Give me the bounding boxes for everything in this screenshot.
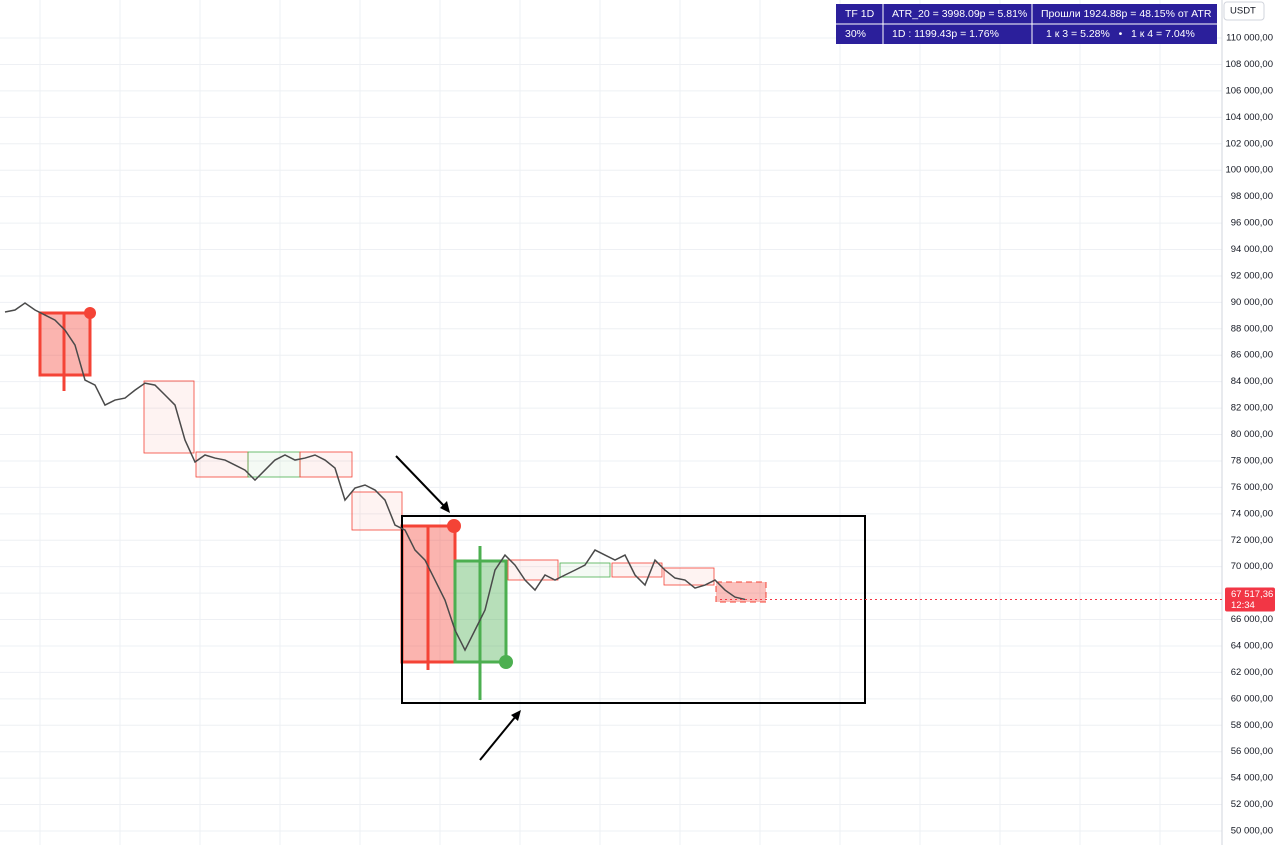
y-tick-label: 64 000,00	[1231, 640, 1273, 651]
last-price: 67 517,36	[1231, 589, 1273, 600]
y-tick-label: 106 000,00	[1225, 85, 1273, 96]
y-tick-label: 50 000,00	[1231, 826, 1273, 837]
info-table: TF 1D ATR_20 = 3998.09р = 5.81% Прошли 1…	[836, 4, 1217, 44]
table-cell: Прошли 1924.88р = 48.15% от ATR	[1041, 8, 1212, 20]
currency[interactable]: USDT	[1230, 6, 1256, 17]
y-tick-label: 82 000,00	[1231, 403, 1273, 414]
y-tick-label: 98 000,00	[1231, 191, 1273, 202]
y-tick-label: 56 000,00	[1231, 746, 1273, 757]
arrow	[479, 715, 517, 761]
y-tick-label: 74 000,00	[1231, 508, 1273, 519]
range-box	[611, 562, 663, 578]
arrow-head	[440, 501, 450, 513]
price-series	[4, 302, 1222, 652]
y-tick-label: 80 000,00	[1231, 429, 1273, 440]
y-tick-label: 110 000,00	[1226, 33, 1273, 44]
y-tick-label: 94 000,00	[1231, 244, 1273, 255]
y-tick-label: 96 000,00	[1231, 218, 1273, 229]
y-tick-label: 58 000,00	[1231, 720, 1273, 731]
currency-button[interactable]	[1223, 1, 1265, 21]
y-tick-label: 54 000,00	[1231, 773, 1273, 784]
y-tick-label: 70 000,00	[1231, 561, 1273, 572]
range-box	[715, 581, 767, 603]
table-cell: ATR_20 = 3998.09р = 5.81%	[892, 8, 1027, 20]
highlight-frame	[401, 515, 866, 704]
y-tick-label: 102 000,00	[1225, 138, 1273, 149]
price-line	[4, 302, 746, 652]
range-box	[299, 451, 353, 478]
y-tick-label: 52 000,00	[1231, 799, 1273, 810]
arrow	[395, 455, 447, 509]
range-box	[247, 451, 301, 478]
y-tick-label: 60 000,00	[1231, 693, 1273, 704]
y-tick-label: 92 000,00	[1231, 270, 1273, 281]
vertical-grid	[39, 0, 1161, 845]
y-tick-label: 88 000,00	[1231, 323, 1273, 334]
y-tick-label: 108 000,00	[1225, 59, 1273, 70]
y-tick-label: 72 000,00	[1231, 535, 1273, 546]
range-box	[559, 562, 611, 578]
y-tick-label: 78 000,00	[1231, 455, 1273, 466]
countdown: 12:34	[1231, 600, 1255, 611]
arrow-head	[511, 710, 521, 721]
y-tick-label: 90 000,00	[1231, 297, 1273, 308]
y-tick-label: 100 000,00	[1225, 165, 1273, 176]
grid	[0, 37, 1222, 832]
y-tick-label: 84 000,00	[1231, 376, 1273, 387]
table-cell: 1D : 1199.43р = 1.76%	[892, 28, 999, 40]
annotations	[38, 307, 866, 761]
range-dot	[499, 655, 513, 669]
table-cell: 30%	[845, 28, 866, 40]
range-box	[195, 451, 249, 478]
table-cell: TF 1D	[845, 8, 875, 20]
price-axis: 50 000,00 52 000,00 54 000,00 56 000,00 58 0…	[1225, 33, 1275, 837]
y-tick-label: 62 000,00	[1231, 667, 1273, 678]
y-tick-label: 66 000,00	[1231, 614, 1273, 625]
y-tick-label: 86 000,00	[1231, 350, 1273, 361]
y-tick-label: 76 000,00	[1231, 482, 1273, 493]
y-tick-label: 104 000,00	[1225, 112, 1273, 123]
table-cell: 1 к 3 = 5.28% • 1 к 4 = 7.04%	[1046, 28, 1195, 40]
range-dot	[84, 307, 96, 319]
last-price-tag	[1225, 587, 1275, 612]
range-box	[663, 567, 715, 586]
range-dot	[447, 519, 461, 533]
